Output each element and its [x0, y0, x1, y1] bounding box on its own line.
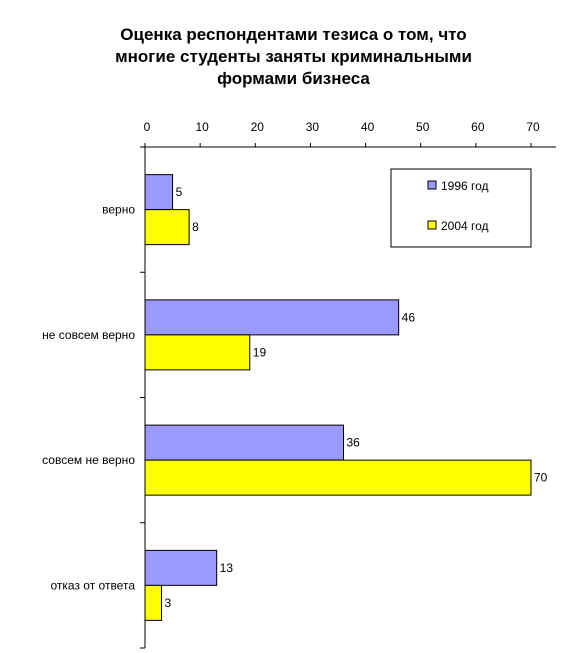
y-category-label: совсем не верно	[42, 453, 135, 467]
legend-swatch	[427, 220, 437, 230]
bar	[144, 334, 251, 371]
chart-title-line-1: Оценка респондентами тезиса о том, что	[120, 25, 467, 44]
bar	[144, 424, 345, 461]
x-tick-label: 50	[416, 120, 430, 134]
chart-title: Оценка респондентами тезиса о том, что м…	[0, 24, 587, 90]
x-tick-label: 20	[251, 120, 265, 134]
y-category-label: не совсем верно	[42, 328, 135, 342]
y-category-label: верно	[102, 203, 135, 217]
data-label: 13	[220, 561, 234, 575]
data-label: 36	[347, 436, 361, 450]
data-label: 46	[402, 310, 416, 324]
y-category-label: отказ от ответа	[51, 578, 136, 592]
bar	[144, 459, 532, 496]
x-tick-label: 10	[195, 120, 209, 134]
chart-title-line-2: многие студенты заняты криминальными	[115, 47, 472, 66]
legend-label: 2004 год	[441, 219, 489, 233]
data-label: 19	[253, 345, 267, 359]
data-label: 8	[192, 220, 199, 234]
legend-box	[390, 168, 532, 248]
x-tick-label: 0	[144, 120, 151, 134]
chart-title-line-3: формами бизнеса	[217, 69, 370, 88]
bar	[144, 209, 190, 246]
legend-label: 1996 год	[441, 179, 489, 193]
bar	[144, 174, 174, 211]
x-tick-label: 70	[526, 120, 540, 134]
x-tick-label: 30	[306, 120, 320, 134]
x-tick-label: 60	[471, 120, 485, 134]
data-label: 5	[176, 185, 183, 199]
bar	[144, 299, 400, 336]
data-label: 3	[165, 596, 172, 610]
data-label: 70	[534, 471, 548, 485]
bar	[144, 549, 218, 586]
x-tick-label: 40	[361, 120, 375, 134]
bar	[144, 584, 163, 621]
legend-swatch	[427, 180, 437, 190]
